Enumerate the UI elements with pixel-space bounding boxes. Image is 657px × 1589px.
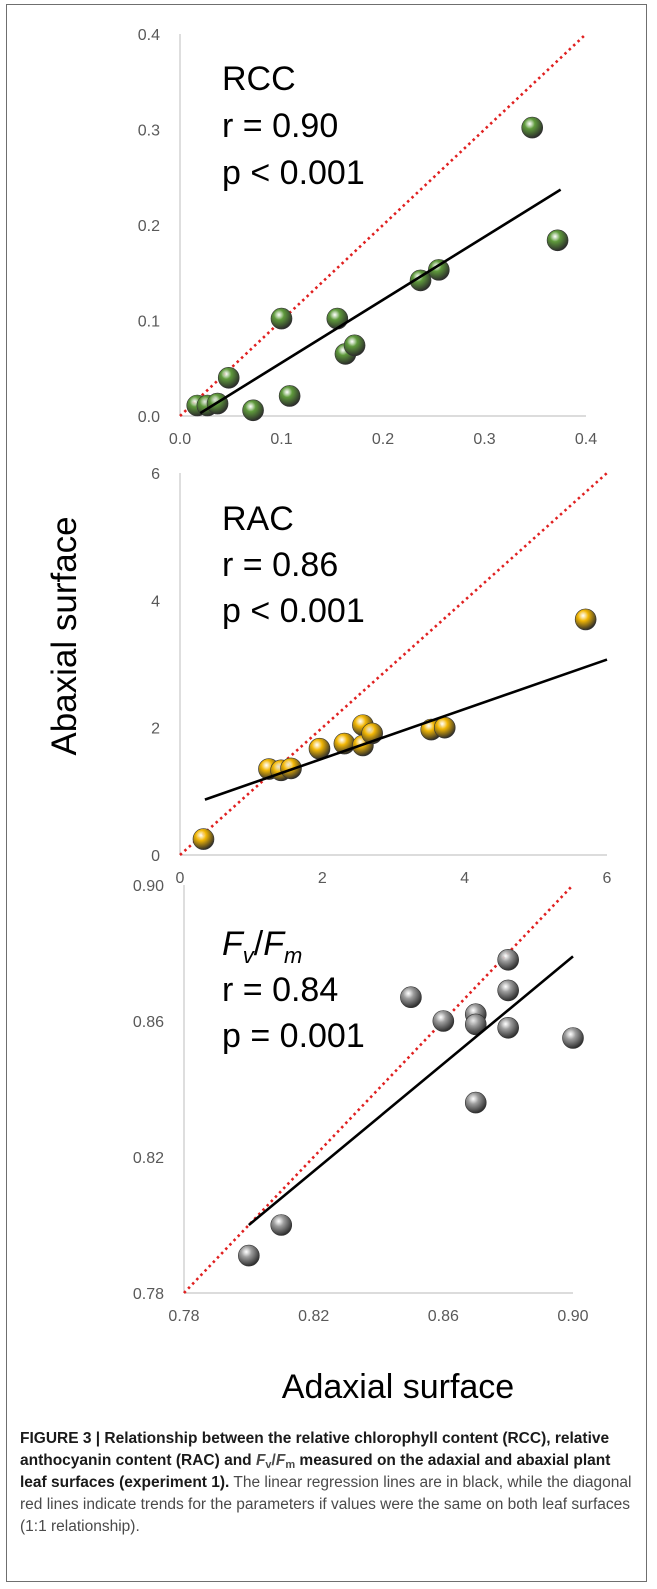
data-point <box>192 828 215 850</box>
x-tick-label: 0.78 <box>168 1308 199 1325</box>
caption-fm-f: F <box>275 1452 286 1469</box>
data-point <box>270 1214 293 1236</box>
data-point <box>574 608 597 631</box>
figure-frame <box>6 4 647 1582</box>
caption-lead: FIGURE 3 | Relationship between the rela… <box>20 1430 610 1469</box>
caption-fv-v: v <box>265 1459 272 1471</box>
x-tick-label: 0.2 <box>372 431 394 448</box>
panel-rac: 0 2 4 6 0 2 4 6 RAC r = 0.86 p < 0.001 <box>151 466 611 887</box>
x-tick-label: 0.4 <box>575 431 597 448</box>
regression-line <box>204 658 608 801</box>
y-tick-label: 0 <box>151 848 160 865</box>
panel-annotation: p < 0.001 <box>222 592 365 630</box>
regression-line <box>199 188 562 415</box>
panel-title: Fv/Fm <box>222 925 302 968</box>
data-point <box>497 979 519 1002</box>
x-tick-label: 6 <box>603 870 612 887</box>
panel-annotation: r = 0.84 <box>222 971 338 1009</box>
data-point <box>326 307 349 330</box>
y-tick-label: 0.0 <box>138 409 160 426</box>
y-tick-label: 0.4 <box>138 27 160 44</box>
x-axis-title: Adaxial surface <box>282 1368 514 1406</box>
y-tick-label: 0.3 <box>138 123 160 140</box>
y-tick-label: 0.82 <box>133 1150 164 1167</box>
panel-annotation: r = 0.90 <box>222 107 338 145</box>
panel-annotation: p = 0.001 <box>222 1017 365 1055</box>
caption-body: The linear regression lines are in black… <box>20 1474 632 1535</box>
data-point <box>242 399 264 422</box>
y-tick-label: 4 <box>151 593 160 610</box>
figure-canvas: Abaxial surface 0.0 0.1 0.2 0.3 0.4 0.0 0.1 0.2… <box>45 27 612 1406</box>
data-point <box>464 1013 487 1036</box>
panel-annotation: p < 0.001 <box>222 154 365 192</box>
y-tick-label: 0.78 <box>133 1286 164 1303</box>
y-tick-label: 6 <box>151 466 160 483</box>
caption-fv-slash: / <box>271 1452 276 1469</box>
x-tick-label: 2 <box>318 870 327 887</box>
figure-caption: FIGURE 3 | Relationship between the rela… <box>20 1428 640 1538</box>
data-point <box>521 116 544 139</box>
y-tick-label: 0.1 <box>138 314 160 331</box>
panel-fvfm: 0.78 0.82 0.86 0.90 0.78 0.82 0.86 0.90 Fv/Fmr =… <box>133 878 589 1325</box>
x-tick-label: 4 <box>460 870 469 887</box>
y-tick-label: 0.86 <box>133 1014 164 1031</box>
x-tick-label: 0.3 <box>473 431 495 448</box>
data-point <box>409 269 432 292</box>
x-tick-label: 0 <box>176 870 185 887</box>
data-point <box>278 385 301 407</box>
panel-annotation: RAC <box>222 500 294 538</box>
y-tick-label: 2 <box>151 721 160 738</box>
caption-fm-m: m <box>285 1459 296 1471</box>
data-point <box>217 366 240 389</box>
data-point <box>343 334 366 357</box>
panel-annotation: RCC <box>222 60 296 98</box>
regression-line <box>248 955 574 1227</box>
data-point <box>238 1244 260 1267</box>
y-axis-title: Abaxial surface <box>45 516 84 755</box>
x-tick-label: 0.86 <box>428 1308 459 1325</box>
x-tick-label: 0.0 <box>169 431 191 448</box>
data-point <box>400 986 422 1009</box>
x-tick-label: 0.82 <box>298 1308 329 1325</box>
y-tick-label: 0.2 <box>138 218 160 235</box>
caption-fv-f: F <box>255 1452 266 1469</box>
data-point <box>464 1091 487 1114</box>
data-point <box>562 1027 584 1049</box>
caption-tail: measured on the adaxial and abaxial plan… <box>20 1452 611 1491</box>
data-point <box>497 948 519 971</box>
x-tick-label: 0.90 <box>557 1308 588 1325</box>
data-point <box>497 1017 519 1039</box>
data-point <box>546 229 569 252</box>
data-point <box>432 1010 455 1032</box>
panel-annotation: r = 0.86 <box>222 546 338 584</box>
x-tick-label: 0.1 <box>270 431 292 448</box>
data-point <box>270 307 293 330</box>
data-point <box>433 716 456 739</box>
panel-rcc: 0.0 0.1 0.2 0.3 0.4 0.0 0.1 0.2 0.3 0.4 RCC r = 0.9… <box>138 27 597 448</box>
data-point <box>428 259 450 281</box>
y-tick-label: 0.90 <box>133 878 164 895</box>
